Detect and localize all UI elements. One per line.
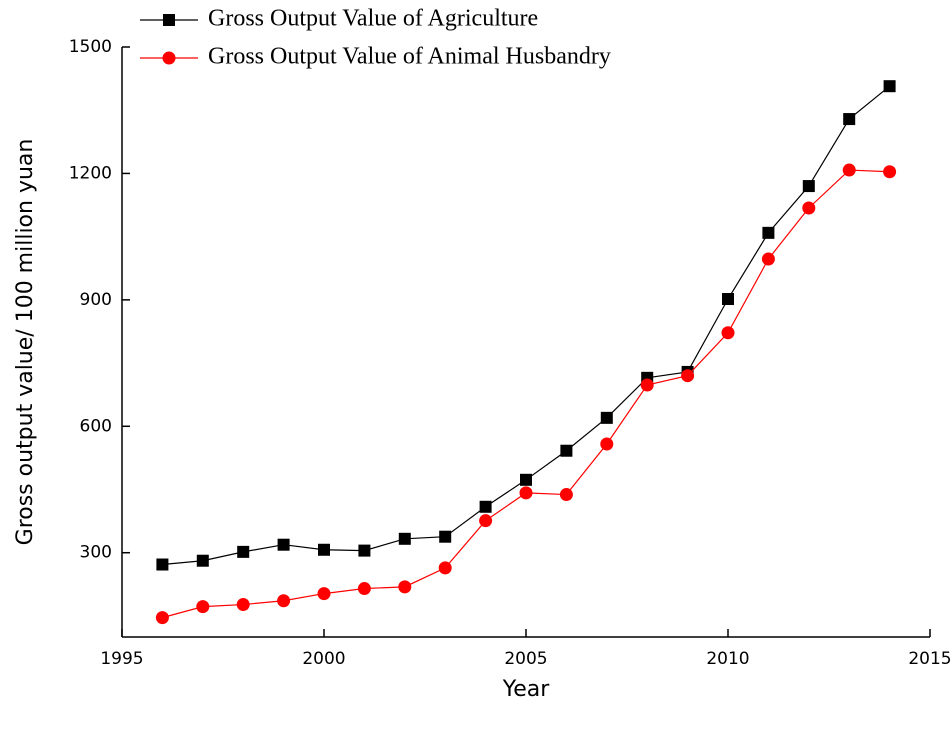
x-tick-label: 2010 — [706, 649, 749, 669]
data-point — [237, 545, 250, 558]
data-point — [721, 326, 735, 340]
data-point — [358, 544, 371, 557]
data-point — [196, 554, 209, 567]
data-point — [883, 80, 896, 93]
data-point — [318, 543, 330, 556]
data-point — [520, 473, 532, 486]
data-point — [438, 561, 452, 575]
data-point — [479, 514, 493, 528]
data-point — [479, 500, 492, 513]
data-point — [600, 437, 614, 451]
data-point — [439, 530, 452, 543]
data-point — [277, 538, 290, 551]
y-tick-label: 900 — [80, 290, 112, 310]
data-point — [196, 600, 210, 614]
y-tick-label: 600 — [80, 416, 112, 436]
x-tick-label: 2015 — [908, 649, 951, 669]
data-point — [357, 582, 371, 596]
data-point — [398, 532, 411, 545]
data-point — [317, 587, 331, 601]
data-point — [519, 486, 533, 500]
data-point — [802, 201, 816, 215]
data-point — [156, 558, 169, 571]
series-line — [162, 169, 890, 619]
data-point — [600, 411, 613, 424]
data-point — [236, 598, 250, 612]
data-point — [802, 180, 815, 193]
data-point — [681, 369, 695, 383]
data-point — [277, 594, 291, 608]
x-tick-label: 2005 — [504, 649, 547, 669]
x-axis-title: Year — [502, 677, 551, 702]
y-axis-title: Gross output value/ 100 million yuan — [13, 139, 38, 546]
data-point — [842, 163, 856, 177]
data-point — [762, 226, 775, 239]
data-point — [398, 580, 412, 594]
data-point — [722, 293, 734, 306]
data-point — [560, 444, 573, 457]
data-point — [640, 378, 654, 392]
legend-label: Gross Output Value of Agriculture — [208, 6, 538, 32]
y-tick-label: 300 — [80, 543, 112, 563]
data-point — [883, 165, 897, 179]
x-tick-label: 1995 — [100, 649, 143, 669]
legend-label: Gross Output Value of Animal Husbandry — [208, 44, 611, 70]
data-point — [761, 252, 775, 266]
legend-marker — [163, 14, 175, 26]
y-tick-label: 1500 — [69, 37, 112, 57]
x-tick-label: 2000 — [302, 649, 345, 669]
data-point — [155, 611, 169, 625]
data-point — [559, 488, 573, 502]
legend-marker — [162, 51, 176, 65]
data-point — [843, 113, 856, 126]
y-tick-label: 1200 — [69, 163, 112, 183]
